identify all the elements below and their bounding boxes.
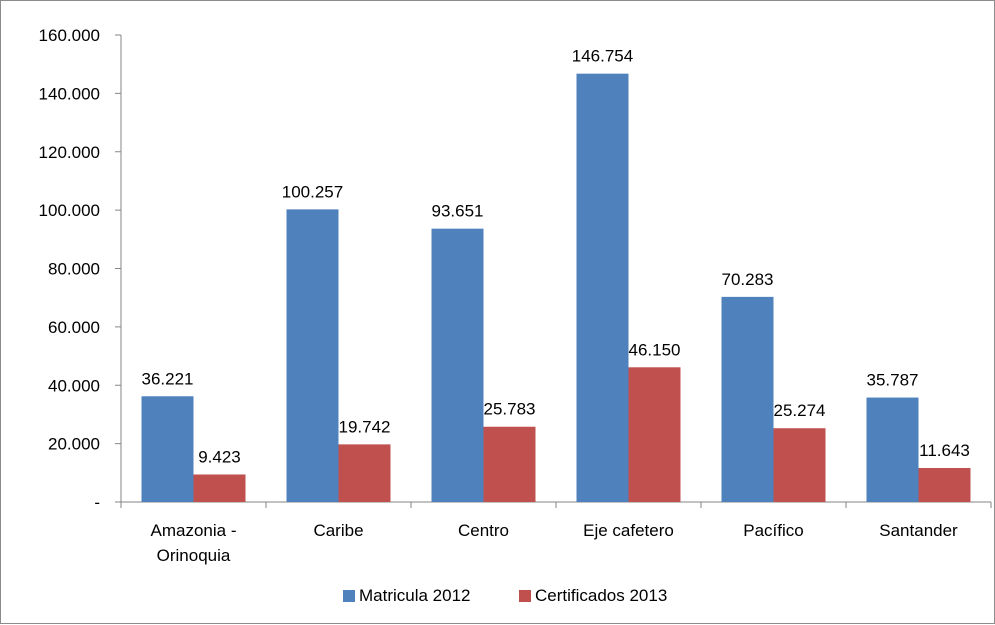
x-tick-label: Eje cafetero [583,521,674,540]
bar [866,397,919,502]
bar [193,474,246,502]
bar [918,468,971,502]
data-label: 25.783 [484,400,536,419]
data-labels: 36.221 9.423 100.257 19.742 93.651 25.783 146.… [142,47,970,467]
bar [338,444,391,502]
x-tick-label: Orinoquia [157,546,231,565]
legend-label: Matricula 2012 [359,586,471,605]
data-label: 46.150 [629,340,681,359]
data-label: 9.423 [198,447,241,466]
data-label: 36.221 [142,369,194,388]
data-label: 35.787 [867,371,919,390]
axes: - 20.000 40.000 60.000 80.000 100.000 120.000 1… [39,26,992,565]
bar [141,396,194,502]
bar [721,296,774,502]
bar [628,367,681,502]
legend-label: Certificados 2013 [535,586,667,605]
legend-swatch [519,590,531,602]
y-tick-label: 100.000 [39,201,100,220]
y-tick-label: 140.000 [39,84,100,103]
x-tick-label: Pacífico [743,521,803,540]
data-label: 70.283 [722,270,774,289]
x-tick-label: Amazonia - [151,521,237,540]
y-tick-label: 60.000 [48,318,100,337]
data-label: 19.742 [339,417,391,436]
data-label: 11.643 [919,441,970,460]
bar [431,228,484,503]
bar [483,426,536,502]
y-tick-label: 40.000 [48,376,100,395]
x-tick-label: Santander [879,521,958,540]
data-label: 25.274 [774,401,826,420]
bar [773,428,826,502]
data-label: 93.651 [432,202,484,221]
y-tick-label: 120.000 [39,143,100,162]
y-tick-label: 20.000 [48,435,100,454]
bar [576,73,629,502]
x-tick-label: Caribe [313,521,363,540]
y-tick-label: 80.000 [48,260,100,279]
legend-swatch [343,590,355,602]
legend: Matricula 2012 Certificados 2013 [343,586,667,605]
y-tick-label: 160.000 [39,26,100,45]
y-tick-label: - [94,493,100,512]
bars [141,73,971,503]
data-label: 146.754 [572,47,633,66]
bar [286,209,339,502]
x-tick-label: Centro [458,521,509,540]
data-label: 100.257 [282,182,343,201]
